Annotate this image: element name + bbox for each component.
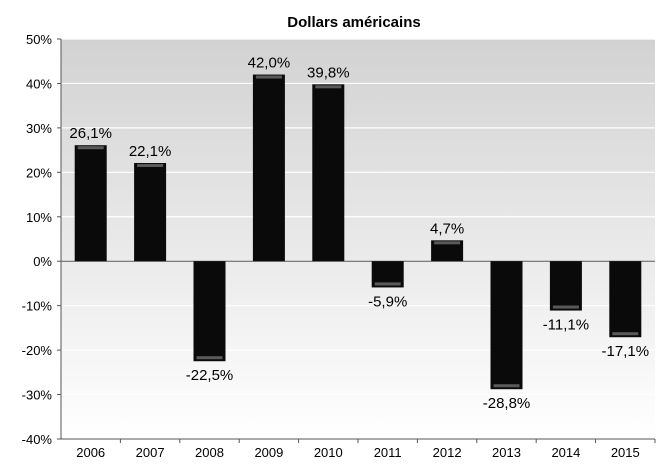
x-tick-label: 2009 (254, 445, 283, 460)
data-label: 22,1% (129, 143, 172, 160)
y-tick-label: -10% (22, 299, 53, 314)
data-labels: 26,1% 22,1% -22,5% 42,0% 39,8% -5,9% 4,7% -28,8… (69, 55, 649, 413)
data-label: -5,9% (368, 293, 407, 310)
bar-2014 (549, 261, 582, 311)
bar-highlight (434, 241, 461, 245)
data-label: 39,8% (307, 64, 350, 81)
bar-highlight (552, 305, 579, 309)
x-tick-label: 2008 (195, 445, 224, 460)
bar-highlight (374, 282, 401, 286)
bar-highlight (137, 164, 164, 167)
x-tick-label: 2011 (374, 445, 402, 460)
y-tick-label: 50% (26, 32, 52, 47)
bar-2013 (490, 261, 523, 390)
data-label: -22,5% (186, 367, 234, 384)
bar-highlight (612, 332, 639, 336)
bar-highlight (196, 356, 223, 360)
x-tick-label: 2015 (611, 445, 640, 460)
y-tick-label: -40% (22, 432, 53, 447)
x-tick-label: 2014 (551, 445, 580, 460)
chart-title: Dollars américains (287, 14, 420, 31)
data-label: 42,0% (248, 55, 291, 72)
bar-2009 (252, 74, 285, 262)
bar-2007 (134, 163, 167, 262)
x-tick-label: 2007 (136, 445, 165, 460)
bar-highlight (315, 85, 342, 89)
y-tick-label: 10% (26, 210, 52, 225)
bar-2006 (74, 145, 107, 262)
bar-2010 (312, 84, 345, 262)
data-label: -17,1% (602, 343, 650, 360)
data-label: -11,1% (543, 317, 589, 334)
y-tick-label: 40% (26, 76, 52, 91)
y-tick-label: -30% (22, 388, 53, 403)
bar-highlight (77, 146, 104, 150)
x-tick-label: 2012 (433, 445, 462, 460)
bar-2015 (609, 261, 642, 338)
bars (74, 74, 642, 390)
data-label: 26,1% (69, 125, 112, 142)
y-tick-label: 0% (33, 254, 52, 269)
x-tick-label: 2010 (314, 445, 343, 460)
x-tick-label: 2013 (492, 445, 521, 460)
y-tick-label: 20% (26, 165, 52, 180)
y-tick-label: 30% (26, 121, 52, 136)
data-label: -28,8% (483, 395, 531, 412)
x-tick-label: 2006 (76, 445, 105, 460)
y-tick-label: -20% (22, 343, 53, 358)
bar-highlight (255, 75, 282, 79)
tick-labels: 50% 40% 30% 20% 10% 0% -10% -20% -30% -40% 2006 200… (22, 32, 656, 460)
bar-2008 (193, 261, 226, 362)
data-label: 4,7% (430, 220, 464, 237)
bar-2012 (431, 240, 464, 262)
bar-highlight (493, 384, 520, 388)
